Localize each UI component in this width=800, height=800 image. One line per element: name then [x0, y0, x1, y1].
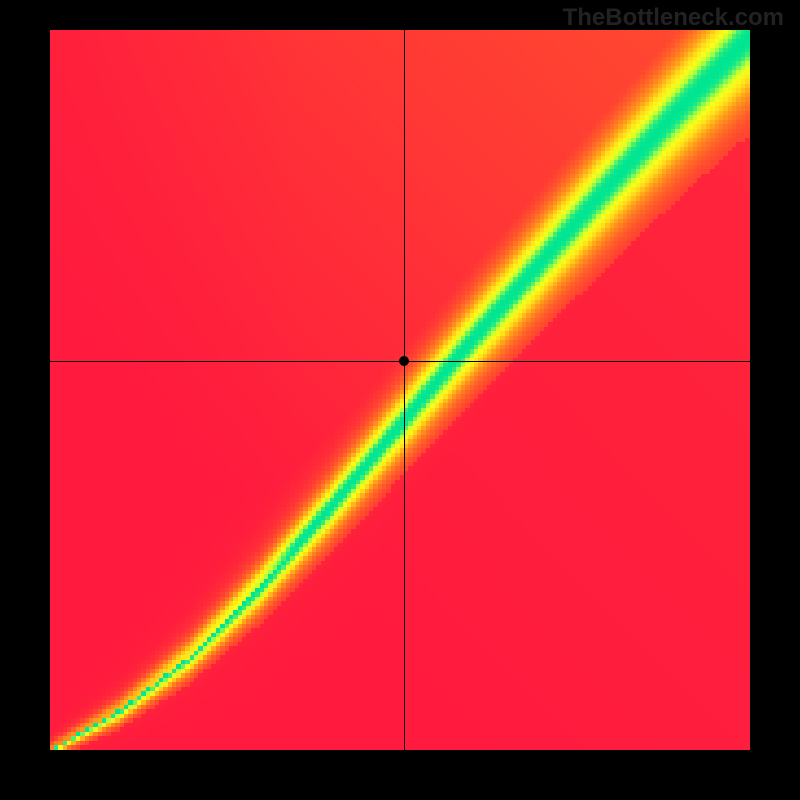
crosshair-vertical — [404, 30, 405, 750]
plot-area — [50, 30, 750, 750]
heatmap-canvas — [50, 30, 750, 750]
crosshair-marker-dot — [399, 356, 409, 366]
watermark-text: TheBottleneck.com — [563, 4, 784, 32]
